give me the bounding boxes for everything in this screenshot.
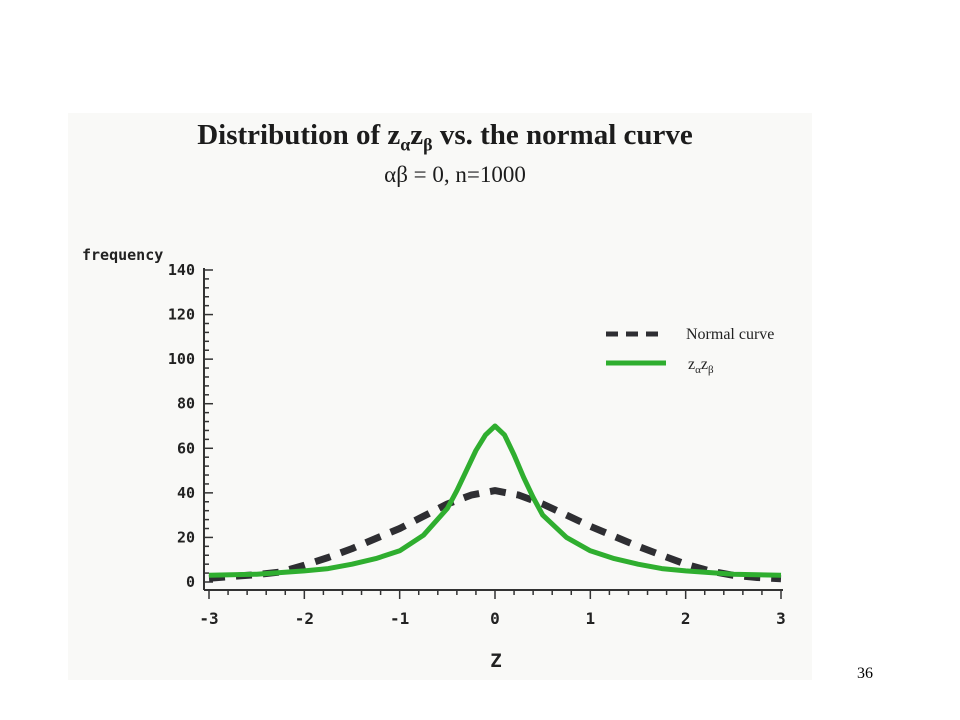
x-tick-label: -2: [295, 609, 314, 628]
legend: Normal curve zαzβ: [606, 326, 774, 376]
x-tick-label: -3: [199, 609, 218, 628]
legend-z1: z: [688, 356, 695, 373]
legend-sub-beta: β: [708, 364, 714, 376]
y-tick-label: 60: [177, 439, 195, 457]
ticks-group: 0 20 40 60 80 100 120 140 -3 -2 -1 0 1 2 3: [168, 261, 786, 628]
chart-plot: 0 20 40 60 80 100 120 140 -3 -2 -1 0 1 2 3 frequency Z…: [82, 246, 786, 672]
legend-label-zz: zαzβ: [688, 356, 714, 376]
x-axis-label: Z: [490, 650, 501, 672]
y-tick-label: 20: [177, 528, 195, 546]
series-group: [208, 423, 782, 583]
x-tick-label: 2: [681, 609, 691, 628]
series-line-normal-curve: [208, 487, 782, 583]
scanned-figure-background: [68, 113, 812, 680]
y-tick-label: 40: [177, 484, 195, 502]
legend-label-normal: Normal curve: [686, 326, 774, 343]
x-tick-label: -1: [390, 609, 409, 628]
x-tick-label: 1: [586, 609, 596, 628]
title-text-z: z: [410, 119, 424, 151]
chart-title-block: Distribution of zαzβ vs. the normal curv…: [0, 118, 890, 189]
title-subscript-alpha: α: [400, 134, 411, 155]
title-text-tail: vs. the normal curve: [432, 119, 693, 151]
series-line-zz: [208, 423, 782, 578]
slide-number: 36: [857, 665, 873, 682]
x-tick-label: 0: [490, 609, 500, 628]
y-tick-label: 80: [177, 395, 195, 413]
title-subscript-beta: β: [423, 134, 433, 155]
title-text-lead: Distribution of z: [197, 119, 401, 151]
legend-z2: z: [701, 356, 708, 373]
y-tick-label: 100: [168, 350, 195, 368]
chart-title: Distribution of zαzβ vs. the normal curv…: [0, 118, 890, 161]
legend-sub-alpha: α: [695, 364, 701, 376]
chart-subtitle: αβ = 0, n=1000: [384, 162, 526, 188]
x-tick-label: 3: [776, 609, 786, 628]
axes-group: [203, 268, 783, 591]
y-tick-label: 0: [186, 573, 195, 591]
y-tick-label: 120: [168, 306, 195, 324]
y-tick-label: 140: [168, 261, 195, 279]
y-axis-label: frequency: [82, 246, 163, 264]
